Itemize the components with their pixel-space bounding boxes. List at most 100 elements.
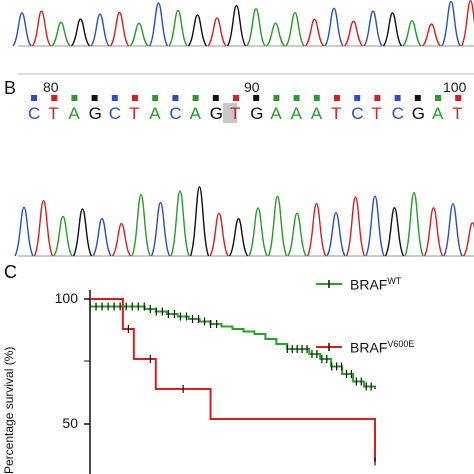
position-label-90: 90: [244, 79, 260, 95]
panel-b-letter: B: [4, 78, 17, 98]
base-tick: [455, 95, 462, 101]
base-letter: C: [28, 104, 41, 123]
trace-peak: [365, 195, 385, 257]
trace-peak: [51, 21, 71, 47]
base-tick: [111, 95, 118, 101]
trace-peak: [228, 217, 249, 257]
v600e-survival-line: [90, 298, 376, 462]
base-letter: A: [189, 104, 201, 123]
position-label-100: 100: [443, 79, 467, 95]
base-tick: [71, 95, 78, 101]
base-tick: [293, 95, 300, 101]
trace-peak: [189, 186, 210, 257]
base-letter: A: [149, 104, 161, 123]
trace-peak: [226, 4, 247, 47]
trace-peak: [382, 12, 403, 47]
trace-peak: [423, 207, 444, 257]
base-letter: G: [411, 104, 426, 123]
trace-peak: [326, 211, 346, 257]
base-letter: T: [331, 104, 342, 123]
base-tick: [91, 95, 98, 101]
base-letter: T: [48, 104, 59, 123]
trace-peak: [285, 11, 305, 47]
trace-peak: [460, 0, 474, 47]
base-letter: T: [452, 104, 463, 123]
base-tick: [233, 95, 239, 101]
trace-peak: [209, 212, 229, 257]
panel-c-letter: C: [4, 262, 17, 282]
base-letter: A: [270, 104, 282, 123]
trace-peak: [324, 7, 344, 47]
legend-v600e-sup: V600E: [387, 339, 415, 349]
ytick-label-50: 50: [62, 415, 78, 431]
trace-peak: [111, 222, 132, 257]
legend-v600e-base: BRAF: [350, 339, 388, 356]
trace-peak: [92, 217, 112, 257]
base-letter: A: [310, 104, 323, 123]
trace-peak: [168, 9, 188, 47]
base-letter: T: [371, 104, 382, 123]
highlighted-base-box: [223, 103, 237, 123]
base-letter: G: [209, 104, 224, 123]
trace-peak: [265, 22, 286, 47]
trace-peak: [90, 13, 110, 47]
trace-peak: [129, 22, 149, 47]
top-chromatogram-trace: [12, 0, 474, 47]
y-axis-label: Percentage survival (%): [2, 346, 16, 474]
base-letter: C: [391, 104, 404, 123]
trace-peak: [462, 222, 474, 257]
legend-v600e-swatch: [316, 343, 342, 351]
legend-wt-label: BRAFWT: [350, 276, 401, 293]
base-letter: C: [169, 104, 182, 123]
base-tick: [273, 95, 280, 101]
trace-peak: [267, 195, 288, 257]
trace-peak: [443, 203, 463, 257]
trace-peak: [31, 10, 52, 47]
base-letter: G: [250, 104, 264, 123]
trace-peak: [306, 202, 327, 257]
base-letter: A: [68, 104, 80, 123]
base-letter: C: [351, 104, 364, 123]
base-tick: [152, 95, 159, 101]
trace-peak: [33, 199, 54, 257]
ytick-label-100: 100: [54, 290, 78, 306]
base-letter: C: [108, 104, 122, 123]
middle-chromatogram-trace: [14, 186, 474, 257]
trace-peak: [343, 20, 364, 47]
legend-wt-base: BRAF: [350, 276, 388, 293]
legend-v600e-label: BRAFV600E: [350, 339, 414, 356]
trace-peak: [384, 206, 405, 257]
trace-peak: [441, 0, 461, 47]
trace-peak: [131, 193, 151, 257]
trace-peak: [207, 17, 227, 47]
base-tick: [192, 95, 199, 101]
position-label-80: 80: [43, 79, 59, 95]
base-tick: [374, 95, 381, 101]
trace-peak: [148, 2, 169, 47]
base-call-ticks: [31, 95, 462, 101]
trace-peak: [53, 215, 73, 257]
trace-peak: [187, 14, 208, 47]
base-tick: [31, 95, 37, 101]
trace-peak: [304, 18, 325, 47]
legend-wt-swatch: [316, 280, 342, 288]
base-tick: [354, 95, 361, 101]
base-letter: T: [230, 104, 241, 123]
base-letter: G: [88, 104, 102, 123]
trace-peak: [402, 20, 422, 47]
trace-peak: [70, 18, 91, 47]
trace-peak: [12, 12, 32, 47]
base-tick: [313, 95, 320, 101]
legend-wt-sup: WT: [387, 276, 402, 286]
trace-peak: [72, 208, 93, 257]
base-tick: [172, 95, 179, 101]
trace-peak: [170, 190, 190, 257]
trace-peak: [345, 196, 366, 257]
base-tick: [253, 95, 260, 101]
trace-peak: [248, 207, 268, 257]
trace-peak: [421, 23, 442, 47]
base-tick: [394, 95, 401, 101]
base-tick: [212, 95, 219, 101]
trace-peak: [14, 206, 34, 257]
